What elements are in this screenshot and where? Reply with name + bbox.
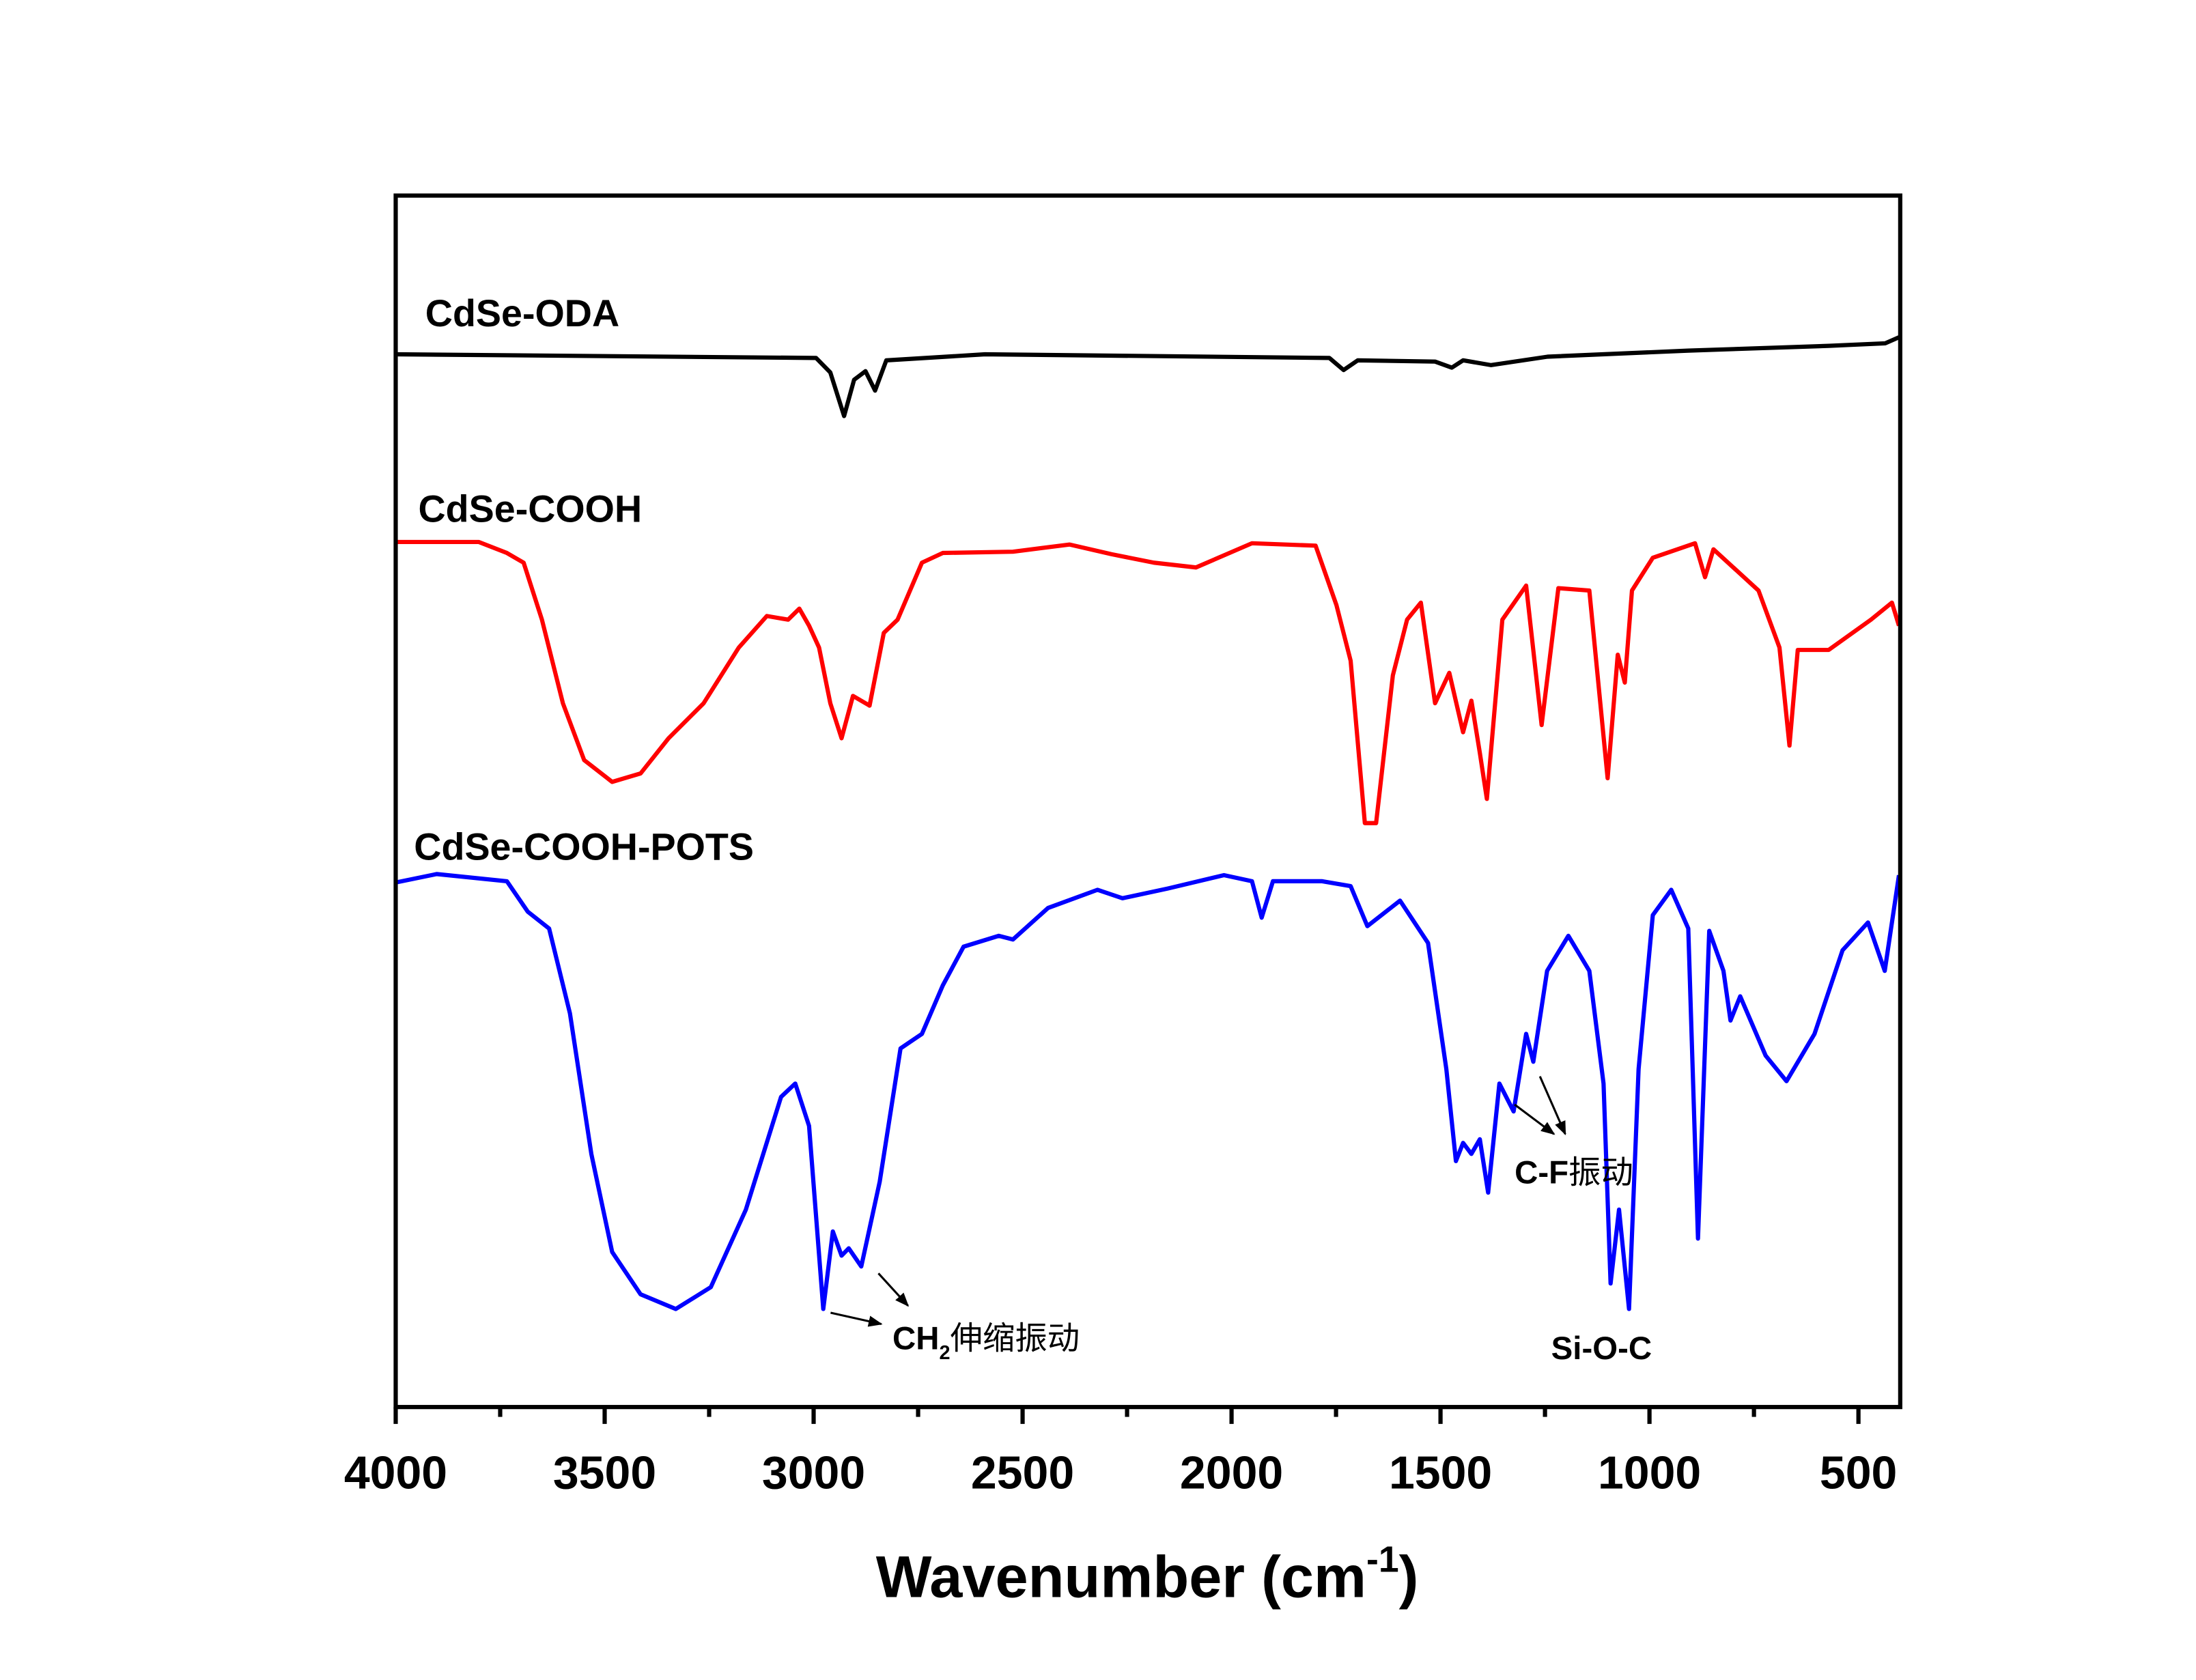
annotation-cf-main: C-F	[1515, 1154, 1568, 1191]
annotation-ch2-stretch: CH2伸缩振动	[892, 1320, 1080, 1364]
x-axis-title-main: Wavenumber (cm	[876, 1544, 1366, 1610]
series-line-cdse-oda	[395, 335, 1900, 418]
arrow-ch2-2	[877, 1272, 910, 1307]
legend-label-cdse-oda: CdSe-ODA	[425, 292, 619, 334]
legend-label-cdse-cooh: CdSe-COOH	[418, 488, 642, 530]
x-tick-label: 1000	[1598, 1447, 1701, 1499]
annotation-cf-vibration: C-F振动	[1515, 1154, 1633, 1191]
x-axis-title-end: )	[1399, 1544, 1419, 1610]
x-tick-label: 1500	[1389, 1447, 1492, 1499]
arrow-cf-1	[1514, 1103, 1556, 1135]
annotation-cf-rest: 振动	[1568, 1154, 1633, 1191]
legend-label-cdse-cooh-pots: CdSe-COOH-POTS	[414, 825, 754, 868]
series-layer	[395, 335, 1902, 1311]
annotation-ch2-rest: 伸缩振动	[951, 1320, 1080, 1358]
annotation-ch2-sub: 2	[940, 1342, 951, 1364]
x-tick-label: 4000	[344, 1447, 447, 1499]
x-tick-label: 2000	[1180, 1447, 1283, 1499]
x-axis-title-sup: -1	[1366, 1539, 1399, 1580]
annotation-ch2-main: CH	[892, 1321, 939, 1357]
series-line-cdse-cooh-pots	[395, 872, 1902, 1311]
arrow-cf-2	[1538, 1076, 1566, 1136]
x-tick-label: 2500	[971, 1447, 1074, 1499]
x-tick-label: 500	[1820, 1447, 1897, 1499]
x-tick-label: 3000	[762, 1447, 865, 1499]
arrow-ch2-1	[830, 1311, 883, 1327]
annotation-si-o-c: Si-O-C	[1551, 1330, 1652, 1367]
x-axis-title: Wavenumber (cm-1)	[876, 1539, 1419, 1610]
x-axis: 4000 3500 3000 2500 2000 1500 1000 500	[344, 1407, 1897, 1499]
plot-frame	[393, 193, 1902, 1410]
x-tick-label: 3500	[553, 1447, 656, 1499]
series-line-cdse-cooh	[395, 539, 1901, 825]
